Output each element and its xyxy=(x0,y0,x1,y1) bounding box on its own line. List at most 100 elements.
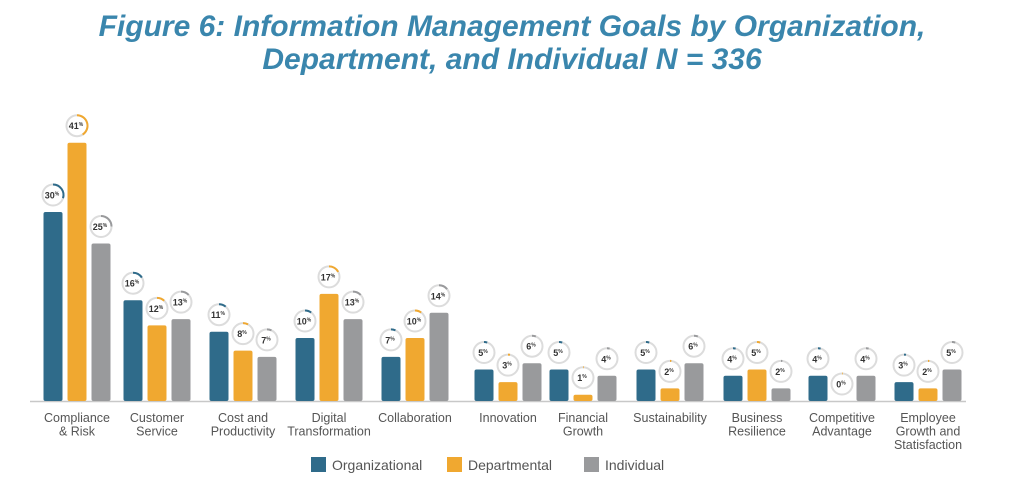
value-label: 13% xyxy=(173,298,188,308)
value-badge-arc xyxy=(352,290,362,296)
value-badge-arc xyxy=(100,215,113,227)
legend-swatch-individual xyxy=(584,457,599,472)
bar-individual xyxy=(91,243,111,401)
bar-departmental xyxy=(67,142,87,401)
bar-departmental xyxy=(918,388,938,401)
category-label: Growth xyxy=(563,425,603,439)
value-badge-arc xyxy=(156,296,165,302)
value-label: 10% xyxy=(407,317,422,327)
bar-individual xyxy=(597,375,617,401)
value-label: 4% xyxy=(601,354,611,364)
value-label: 8% xyxy=(237,329,247,339)
legend-swatch-departmental xyxy=(447,457,462,472)
value-badge-arc xyxy=(438,284,448,290)
category-label: Financial xyxy=(558,411,608,425)
value-label: 17% xyxy=(321,272,336,282)
category-label: Growth and xyxy=(896,425,961,439)
bar-organizational xyxy=(381,356,401,401)
value-badge-arc xyxy=(645,341,650,344)
bar-departmental xyxy=(147,325,167,401)
value-label: 2% xyxy=(922,367,932,377)
category-label: Advantage xyxy=(812,425,872,439)
value-label: 4% xyxy=(727,354,737,364)
value-label: 5% xyxy=(640,348,650,358)
value-badge-arc xyxy=(390,328,396,332)
value-label: 5% xyxy=(946,348,956,358)
bar-organizational xyxy=(209,331,229,401)
value-label: 10% xyxy=(297,317,312,327)
value-label: 14% xyxy=(431,291,446,301)
value-label: 2% xyxy=(664,367,674,377)
bar-individual xyxy=(942,369,962,401)
bar-departmental xyxy=(233,350,253,401)
bar-departmental xyxy=(319,293,339,401)
legend-swatch-organizational xyxy=(311,457,326,472)
bar-organizational xyxy=(123,300,143,401)
bar-individual xyxy=(771,388,791,401)
value-label: 7% xyxy=(261,335,271,345)
value-label: 5% xyxy=(751,348,761,358)
bar-departmental xyxy=(405,338,425,401)
category-label: Innovation xyxy=(479,411,537,425)
value-label: 3% xyxy=(898,361,908,371)
value-label: 6% xyxy=(526,342,536,352)
value-badge-arc xyxy=(266,328,272,332)
category-label: Competitive xyxy=(809,411,875,425)
value-badge-arc xyxy=(531,334,537,338)
value-badge-arc xyxy=(951,341,956,344)
bar-organizational xyxy=(723,375,743,401)
value-badge-arc xyxy=(328,265,340,273)
bar-individual xyxy=(522,363,542,401)
value-label: 4% xyxy=(860,354,870,364)
bar-departmental xyxy=(498,382,518,401)
chart-title-line-2: Department, and Individual N = 336 xyxy=(262,43,762,76)
legend-label-departmental: Departmental xyxy=(468,457,552,473)
category-label: Cost and xyxy=(218,411,268,425)
value-label: 16% xyxy=(125,279,140,289)
value-badge-arc xyxy=(242,322,249,326)
bar-organizational xyxy=(474,369,494,401)
value-badge-arc xyxy=(756,341,761,344)
value-badge-arc xyxy=(132,271,143,279)
value-label: 7% xyxy=(385,335,395,345)
value-label: 3% xyxy=(502,361,512,371)
value-label: 41% xyxy=(69,121,84,131)
value-badge-arc xyxy=(414,309,422,314)
value-label: 11% xyxy=(211,310,226,320)
bar-organizational xyxy=(295,338,315,401)
value-label: 0% xyxy=(836,380,846,390)
value-label: 1% xyxy=(577,373,587,383)
bar-individual xyxy=(856,375,876,401)
value-label: 25% xyxy=(93,222,108,232)
value-label: 5% xyxy=(553,348,563,358)
value-label: 12% xyxy=(149,304,164,314)
value-badge-arc xyxy=(52,183,65,199)
bar-organizational xyxy=(636,369,656,401)
chart-title-line-1: Figure 6: Information Management Goals b… xyxy=(98,10,926,43)
bar-individual xyxy=(429,312,449,401)
category-label: Digital xyxy=(312,411,347,425)
bar-organizational xyxy=(43,212,63,401)
category-label: Resilience xyxy=(728,425,786,439)
category-label: Productivity xyxy=(211,425,276,439)
bar-departmental xyxy=(573,394,593,401)
bar-organizational xyxy=(549,369,569,401)
legend-label-organizational: Organizational xyxy=(332,457,422,473)
value-label: 13% xyxy=(345,298,360,308)
category-label: Customer xyxy=(130,411,184,425)
category-label: Statisfaction xyxy=(894,438,962,452)
category-label: Collaboration xyxy=(378,411,452,425)
bar-organizational xyxy=(894,382,914,401)
category-label: Transformation xyxy=(287,425,371,439)
category-label: Employee xyxy=(900,411,956,425)
category-label: Service xyxy=(136,425,178,439)
category-label: & Risk xyxy=(59,425,96,439)
value-label: 2% xyxy=(775,367,785,377)
bar-departmental xyxy=(747,369,767,401)
legend-label-individual: Individual xyxy=(605,457,664,473)
value-badge-arc xyxy=(483,341,488,344)
value-badge-arc xyxy=(693,334,699,338)
category-label: Sustainability xyxy=(633,411,707,425)
bar-departmental xyxy=(660,388,680,401)
